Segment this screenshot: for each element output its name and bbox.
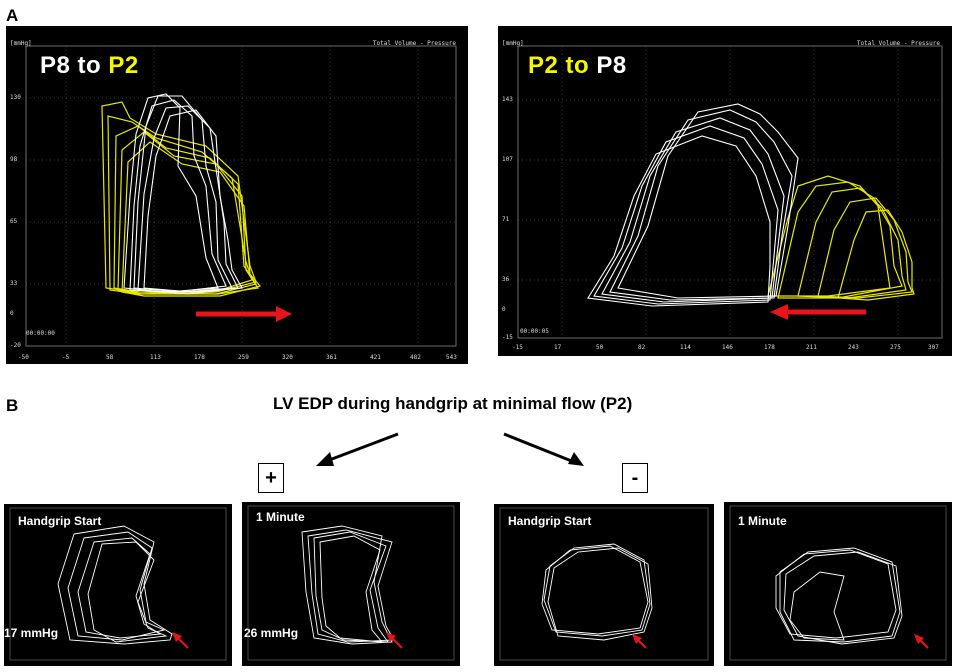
x-tick: 543 <box>446 354 457 361</box>
x-tick: 211 <box>806 344 817 351</box>
y-tick: -20 <box>10 342 21 349</box>
edp-value: 17 mmHg <box>4 626 59 640</box>
y-tick: 33 <box>10 280 18 287</box>
x-tick: -50 <box>18 354 29 361</box>
time-stamp: 00:00:00 <box>26 330 55 337</box>
x-tick: 307 <box>928 344 939 351</box>
plot-title: P2 to P8 <box>528 52 627 79</box>
x-tick: 361 <box>326 354 337 361</box>
corner-label: Total Volume - Pressure <box>372 40 456 47</box>
panel-a-letter: A <box>6 6 19 25</box>
y-tick: 0 <box>10 310 14 317</box>
handgrip-plot-plus-start: Handgrip Start 17 mmHg <box>4 504 232 666</box>
x-tick: -15 <box>512 344 523 351</box>
panel-b-letter: B <box>6 396 19 415</box>
y-tick: 65 <box>10 218 18 225</box>
time-stamp: 00:00:05 <box>520 328 549 335</box>
pv-loops-left <box>25 45 457 347</box>
y-tick: -15 <box>502 334 513 341</box>
handgrip-plot-minus-start: Handgrip Start <box>494 504 714 666</box>
x-tick: 482 <box>410 354 421 361</box>
x-tick: 113 <box>150 354 161 361</box>
plot-label: Handgrip Start <box>508 514 592 528</box>
axis-unit: [mmHg] <box>10 40 32 47</box>
x-tick: 178 <box>764 344 775 351</box>
plot-label: 1 Minute <box>256 510 305 524</box>
x-tick: 58 <box>106 354 114 361</box>
loop-plot-p8-to-p2: P8 to P2 Total Volume - Pressure [mmHg] … <box>6 26 468 364</box>
y-tick: 0 <box>502 306 506 313</box>
axis-unit: [mmHg] <box>502 40 524 47</box>
y-tick: 71 <box>502 216 510 223</box>
plot-label: 1 Minute <box>738 514 787 528</box>
x-tick: 243 <box>848 344 859 351</box>
plot-title: P8 to P2 <box>40 52 139 79</box>
x-tick: 146 <box>722 344 733 351</box>
plot-label: Handgrip Start <box>18 514 102 528</box>
y-tick: 36 <box>502 276 510 283</box>
y-tick: 107 <box>502 156 513 163</box>
edp-value: 26 mmHg <box>244 626 299 640</box>
corner-label: Total Volume - Pressure <box>856 40 940 47</box>
handgrip-plot-minus-1min: 1 Minute <box>724 502 952 666</box>
x-tick: 17 <box>554 344 562 351</box>
x-tick: 259 <box>238 354 249 361</box>
panel-b-headline: LV EDP during handgrip at minimal flow (… <box>273 394 633 413</box>
loop-plot-p2-to-p8: P2 to P8 Total Volume - Pressure [mmHg] … <box>498 26 952 356</box>
handgrip-plot-plus-1min: 1 Minute 26 mmHg <box>242 502 460 666</box>
x-tick: 320 <box>282 354 293 361</box>
y-tick: 143 <box>502 96 513 103</box>
y-tick: 130 <box>10 94 21 101</box>
minus-sign-box: - <box>622 463 648 493</box>
x-tick: 114 <box>680 344 691 351</box>
x-tick: -5 <box>62 354 70 361</box>
plus-sign-box: + <box>258 463 284 493</box>
pv-loops-right <box>517 45 943 339</box>
x-tick: 275 <box>890 344 901 351</box>
x-tick: 178 <box>194 354 205 361</box>
y-tick: 98 <box>10 156 18 163</box>
x-tick: 82 <box>638 344 646 351</box>
x-tick: 421 <box>370 354 381 361</box>
x-tick: 50 <box>596 344 604 351</box>
